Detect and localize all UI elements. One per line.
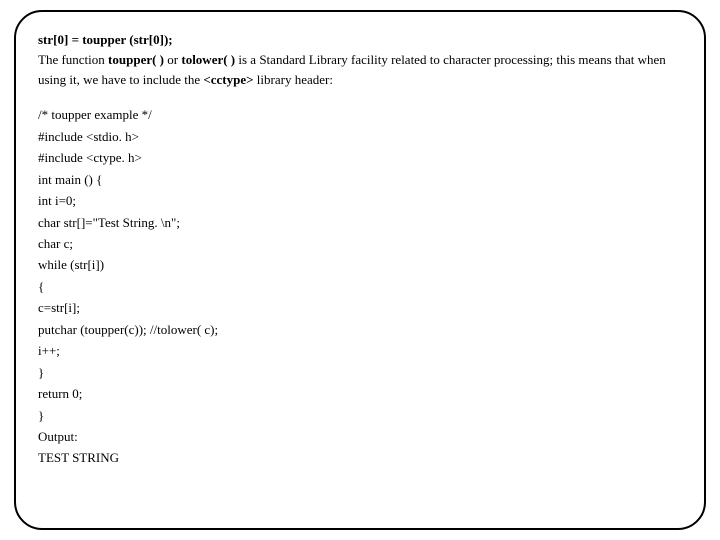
spacer (38, 90, 682, 104)
code-line: c=str[i]; (38, 297, 682, 318)
code-line: TEST STRING (38, 447, 682, 468)
code-line: putchar (toupper(c)); //tolower( c); (38, 319, 682, 340)
code-line: while (str[i]) (38, 254, 682, 275)
code-line: { (38, 276, 682, 297)
fn-tolower: tolower( ) (181, 52, 235, 67)
code-line: return 0; (38, 383, 682, 404)
statement-line: str[0] = toupper (str[0]); (38, 30, 682, 50)
desc-text-end: library header: (254, 72, 333, 87)
code-line: int main () { (38, 169, 682, 190)
desc-text-mid: or (164, 52, 181, 67)
code-line: i++; (38, 340, 682, 361)
desc-text-1: The function (38, 52, 108, 67)
code-line: #include <stdio. h> (38, 126, 682, 147)
header-cctype: <cctype> (203, 72, 253, 87)
code-line: } (38, 405, 682, 426)
code-line: char c; (38, 233, 682, 254)
statement-bold: str[0] = toupper (str[0]); (38, 32, 173, 47)
code-line: #include <ctype. h> (38, 147, 682, 168)
code-line: Output: (38, 426, 682, 447)
content-frame: str[0] = toupper (str[0]); The function … (14, 10, 706, 530)
description-line: The function toupper( ) or tolower( ) is… (38, 50, 682, 90)
code-line: char str[]="Test String. \n"; (38, 212, 682, 233)
code-line: /* toupper example */ (38, 104, 682, 125)
code-line: } (38, 362, 682, 383)
code-line: int i=0; (38, 190, 682, 211)
fn-toupper: toupper( ) (108, 52, 164, 67)
